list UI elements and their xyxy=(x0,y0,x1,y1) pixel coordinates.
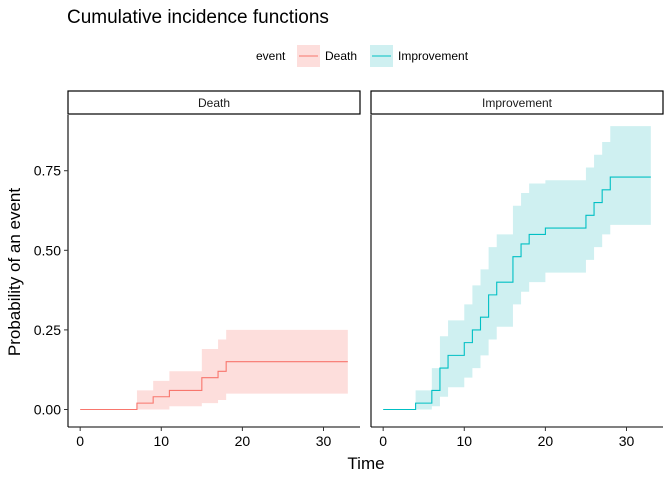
x-tick-label-death: 10 xyxy=(153,433,169,449)
ci-ribbon-improvement xyxy=(383,126,651,410)
chart-title: Cumulative incidence functions xyxy=(67,7,329,28)
x-tick-label-improvement: 20 xyxy=(538,433,554,449)
strip-death xyxy=(67,90,361,115)
x-tick-label-death: 30 xyxy=(316,433,332,449)
cif-line-improvement xyxy=(383,176,651,411)
legend-title: event xyxy=(256,49,286,63)
y-tick-label: 0.75 xyxy=(34,163,61,179)
x-tick-label-death: 20 xyxy=(235,433,251,449)
x-tick-label-death: 0 xyxy=(76,433,84,449)
y-axis-label: Probability of an event xyxy=(5,188,24,356)
legend: event Death Improvement xyxy=(256,45,469,67)
panel-death: Death 0 10 20 30 0.00 0.25 0.50 0.75 xyxy=(34,90,361,449)
y-tick-label: 0.50 xyxy=(34,242,61,258)
x-tick-label-improvement: 10 xyxy=(456,433,472,449)
x-axis-label: Time xyxy=(347,454,384,473)
legend-label-death: Death xyxy=(325,49,357,63)
y-tick-label: 0.00 xyxy=(34,401,61,417)
y-tick-label: 0.25 xyxy=(34,322,61,338)
cif-line-death xyxy=(80,361,348,411)
strip-label-death: Death xyxy=(198,96,230,110)
strip-improvement xyxy=(370,90,664,115)
x-tick-label-improvement: 0 xyxy=(379,433,387,449)
facet-panels: Death 0 10 20 30 0.00 0.25 0.50 0.75 Improvement 0… xyxy=(34,90,664,449)
legend-label-improvement: Improvement xyxy=(398,49,469,63)
ci-ribbon-death xyxy=(80,329,348,410)
strip-label-improvement: Improvement xyxy=(482,96,553,110)
x-tick-label-improvement: 30 xyxy=(619,433,635,449)
panel-improvement: Improvement 0 10 20 30 xyxy=(370,90,664,449)
